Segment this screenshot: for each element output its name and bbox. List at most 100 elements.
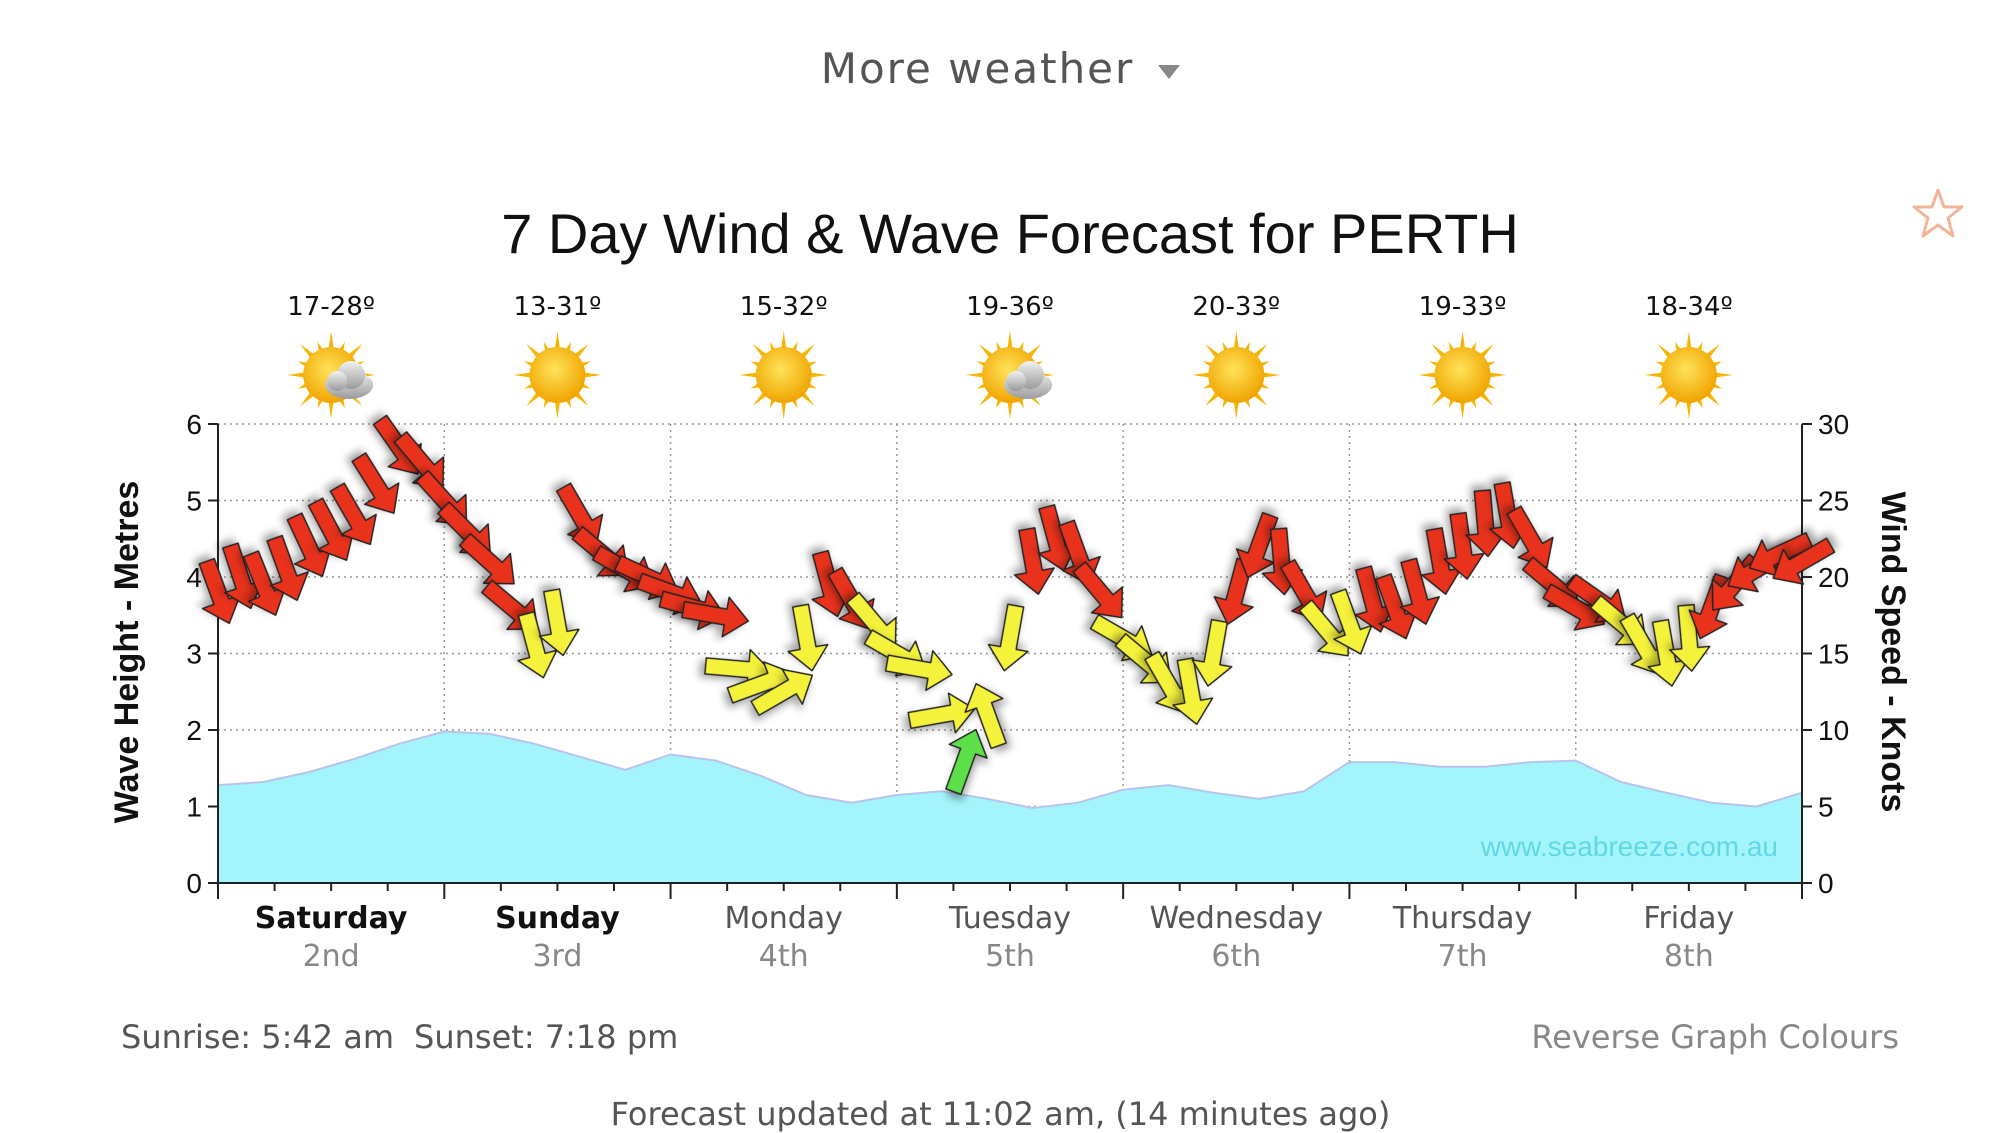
sun-ray	[513, 372, 534, 378]
y-tick-label: 4	[186, 562, 202, 593]
day-name: Thursday	[1392, 901, 1533, 936]
y2-tick-label: 0	[1818, 868, 1834, 899]
sun-ray	[554, 398, 561, 419]
y-tick-label: 2	[186, 715, 202, 746]
sun-icon	[739, 331, 828, 419]
day-date: 2nd	[303, 939, 360, 974]
caret-down-icon	[1158, 64, 1181, 79]
y-tick-label: 5	[186, 486, 202, 517]
sun-ray	[1192, 372, 1213, 378]
wind-arrow	[750, 668, 814, 716]
wind-series	[198, 414, 1836, 796]
sun-disc	[1434, 347, 1491, 403]
sun-ray	[1233, 331, 1240, 352]
wind-arrow	[1072, 561, 1123, 619]
sun-ray	[1007, 331, 1013, 352]
day-temp: 17-28º	[287, 292, 375, 322]
y2-tick-label: 10	[1818, 715, 1849, 746]
y2-tick-label: 30	[1818, 409, 1849, 440]
wind-arrow	[555, 482, 604, 546]
wind-arrow	[1191, 618, 1233, 687]
wind-arrow	[538, 588, 580, 657]
sun-disc	[755, 347, 812, 403]
day-name: Tuesday	[948, 901, 1071, 936]
day-name: Friday	[1643, 901, 1734, 936]
wind-arrow	[1443, 511, 1485, 580]
wind-arrow	[1399, 557, 1440, 625]
wind-arrow	[329, 482, 377, 546]
y2-axis-label: Wind Speed - Knots	[1874, 492, 1912, 813]
y2-tick-label: 15	[1818, 639, 1849, 670]
sun-ray	[287, 372, 308, 378]
forecast-updated-text: Forecast updated at 11:02 am, (14 minute…	[610, 1095, 1391, 1133]
wind-arrow	[1506, 505, 1554, 569]
sun-ray	[581, 372, 602, 378]
y2-tick-label: 25	[1818, 486, 1849, 517]
day-name: Saturday	[255, 901, 408, 936]
sunset-text: Sunset: 7:18 pm	[414, 1018, 679, 1056]
sun-ray	[1459, 331, 1466, 352]
wind-arrow	[1329, 588, 1373, 655]
cloud	[325, 361, 374, 399]
day-temp: 19-33º	[1419, 292, 1507, 322]
wind-arrow	[1669, 603, 1711, 672]
sun-icon	[1418, 331, 1507, 419]
sun-disc	[1208, 347, 1265, 403]
y-tick-label: 3	[186, 639, 202, 670]
day-temp: 15-32º	[740, 292, 828, 322]
sun-ray	[1459, 398, 1466, 419]
day-date: 6th	[1211, 939, 1261, 974]
sun-ray	[739, 372, 760, 378]
day-temp: 20-33º	[1192, 292, 1280, 322]
day-date: 5th	[985, 939, 1035, 974]
sun-ray	[1686, 398, 1692, 419]
more-weather-label: More weather	[820, 44, 1135, 93]
day-name: Wednesday	[1149, 901, 1323, 936]
sun-ray	[780, 331, 787, 352]
sun-disc	[1660, 347, 1717, 403]
sun-ray	[1418, 372, 1439, 378]
day-date: 8th	[1664, 939, 1714, 974]
sun-cloud-icon	[966, 331, 1054, 419]
forecast-chart: 7 Day Wind & Wave Forecast for PERTH www…	[108, 202, 1912, 974]
wind-arrow	[787, 603, 829, 672]
wave-line	[217, 730, 1803, 810]
chart-title: 7 Day Wind & Wave Forecast for PERTH	[501, 202, 1519, 265]
sun-ray	[807, 372, 828, 378]
day-name: Sunday	[495, 901, 620, 936]
day-date: 3rd	[532, 939, 582, 974]
wind-arrow	[1235, 511, 1279, 579]
sun-icon	[513, 331, 602, 419]
sun-ray	[1712, 372, 1733, 378]
more-weather-dropdown[interactable]: More weather	[0, 44, 2001, 93]
wind-arrow	[987, 603, 1029, 672]
wind-arrow	[964, 682, 1007, 750]
wind-arrow	[907, 692, 976, 734]
wind-arrow	[945, 728, 988, 796]
y-tick-label: 1	[186, 792, 202, 823]
y2-tick-label: 20	[1818, 562, 1849, 593]
sun-cloud-icon	[287, 331, 376, 419]
day-temp: 18-34º	[1645, 292, 1733, 322]
reverse-colours-link[interactable]: Reverse Graph Colours	[1531, 1018, 1899, 1056]
sun-ray	[328, 331, 334, 352]
star-icon[interactable]	[1910, 186, 1966, 242]
sunrise-text: Sunrise: 5:42 am	[121, 1018, 395, 1056]
sun-ray	[328, 398, 334, 419]
wind-arrow	[884, 650, 953, 691]
wave-series	[217, 730, 1803, 883]
day-date: 4th	[759, 939, 809, 974]
cloud-puff	[1006, 371, 1026, 391]
sun-ray	[1007, 398, 1013, 419]
watermark: www.seabreeze.com.au	[1480, 831, 1778, 862]
y-tick-label: 6	[186, 409, 202, 440]
sun-ray	[780, 398, 787, 419]
wind-arrow	[1172, 657, 1214, 726]
sun-icon	[1644, 331, 1733, 419]
wind-arrow	[517, 611, 558, 679]
